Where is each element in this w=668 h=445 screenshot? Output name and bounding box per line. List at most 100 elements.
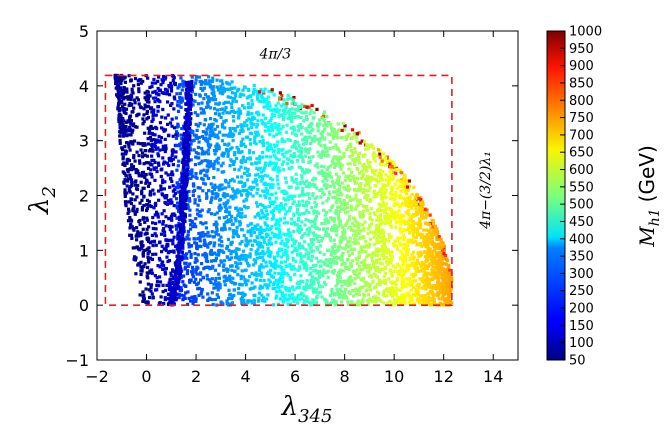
scatter-point bbox=[204, 192, 209, 196]
scatter-point bbox=[132, 98, 137, 102]
scatter-point bbox=[193, 198, 197, 202]
scatter-point bbox=[129, 120, 133, 124]
scatter-point bbox=[381, 170, 385, 174]
scatter-point bbox=[322, 118, 327, 123]
scatter-point bbox=[151, 188, 155, 192]
scatter-point bbox=[194, 155, 198, 159]
scatter-point bbox=[184, 252, 189, 256]
scatter-point bbox=[253, 137, 257, 141]
scatter-point bbox=[313, 200, 317, 205]
scatter-point bbox=[200, 159, 204, 163]
scatter-point bbox=[401, 268, 405, 273]
scatter-point bbox=[202, 111, 206, 115]
scatter-point bbox=[138, 161, 142, 165]
scatter-point bbox=[190, 90, 195, 94]
scatter-point bbox=[194, 75, 199, 79]
scatter-point bbox=[239, 160, 243, 164]
scatter-point bbox=[319, 170, 323, 175]
scatter-point bbox=[214, 102, 218, 106]
scatter-point bbox=[262, 296, 266, 300]
scatter-point bbox=[206, 176, 211, 181]
scatter-point bbox=[341, 233, 346, 237]
scatter-point bbox=[254, 201, 259, 205]
scatter-point bbox=[439, 243, 443, 248]
scatter-point bbox=[408, 202, 412, 206]
scatter-point bbox=[321, 130, 325, 134]
scatter-point bbox=[352, 179, 357, 183]
scatter-point bbox=[398, 236, 403, 240]
scatter-point bbox=[338, 157, 342, 161]
scatter-point bbox=[332, 219, 336, 223]
scatter-point bbox=[414, 287, 418, 291]
scatter-point bbox=[318, 250, 322, 255]
scatter-point bbox=[256, 172, 260, 177]
scatter-point bbox=[369, 288, 373, 292]
scatter-point bbox=[277, 166, 281, 170]
scatter-point bbox=[421, 233, 425, 237]
scatter-point bbox=[290, 292, 295, 296]
scatter-point bbox=[162, 129, 166, 133]
scatter-point bbox=[414, 210, 419, 214]
scatter-point bbox=[276, 140, 280, 144]
scatter-point bbox=[154, 166, 158, 170]
scatter-point bbox=[136, 183, 140, 188]
scatter-point bbox=[278, 230, 282, 234]
scatter-point bbox=[212, 282, 216, 286]
scatter-point bbox=[221, 88, 225, 92]
scatter-point bbox=[300, 193, 304, 197]
scatter-point bbox=[348, 142, 352, 146]
scatter-point bbox=[175, 132, 180, 136]
scatter-point bbox=[290, 285, 295, 289]
scatter-point bbox=[135, 187, 140, 191]
scatter-point bbox=[346, 240, 350, 244]
scatter-point bbox=[198, 239, 202, 243]
scatter-point bbox=[282, 155, 286, 159]
scatter-point bbox=[148, 256, 153, 260]
scatter-point bbox=[374, 267, 378, 271]
scatter-point bbox=[259, 99, 263, 104]
scatter-point bbox=[257, 211, 261, 215]
scatter-point bbox=[265, 155, 269, 159]
scatter-point bbox=[295, 286, 299, 290]
scatter-point bbox=[150, 145, 154, 149]
scatter-point bbox=[124, 111, 128, 116]
scatter-point bbox=[343, 211, 348, 215]
scatter-point bbox=[317, 269, 322, 274]
scatter-point bbox=[296, 268, 300, 273]
scatter-point bbox=[236, 213, 240, 218]
scatter-point bbox=[297, 144, 301, 148]
scatter-point bbox=[393, 182, 397, 186]
scatter-point bbox=[292, 145, 296, 149]
scatter-point bbox=[231, 276, 235, 280]
scatter-point bbox=[192, 297, 196, 301]
scatter-point bbox=[312, 280, 316, 284]
scatter-point bbox=[433, 265, 438, 269]
scatter-point bbox=[187, 242, 191, 246]
scatter-point bbox=[152, 206, 156, 210]
scatter-point bbox=[323, 213, 327, 217]
scatter-point bbox=[243, 253, 247, 258]
scatter-point bbox=[355, 140, 359, 144]
scatter-point bbox=[129, 166, 133, 170]
scatter-point bbox=[330, 217, 334, 221]
scatter-point bbox=[435, 286, 439, 290]
scatter-point bbox=[442, 284, 446, 288]
scatter-point bbox=[270, 263, 274, 267]
scatter-point bbox=[349, 208, 354, 212]
scatter-point bbox=[132, 153, 136, 158]
scatter-point bbox=[253, 215, 257, 219]
scatter-point bbox=[403, 301, 408, 305]
scatter-point bbox=[307, 181, 311, 185]
scatter-point bbox=[428, 247, 432, 252]
scatter-point bbox=[316, 278, 320, 282]
scatter-point bbox=[365, 181, 369, 185]
scatter-point bbox=[313, 164, 317, 168]
scatter-point bbox=[154, 81, 158, 85]
scatter-point bbox=[436, 274, 440, 278]
scatter-point bbox=[362, 263, 366, 267]
scatter-point bbox=[162, 194, 166, 198]
scatter-point bbox=[285, 272, 289, 276]
scatter-point bbox=[299, 153, 303, 157]
scatter-point bbox=[328, 257, 332, 262]
scatter-point bbox=[156, 189, 161, 193]
